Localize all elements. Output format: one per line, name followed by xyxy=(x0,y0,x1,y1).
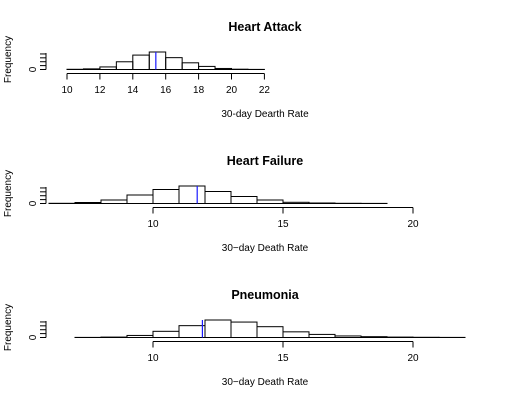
x-tick-label: 18 xyxy=(193,85,205,96)
x-tick-label: 20 xyxy=(407,353,419,364)
histogram-bar xyxy=(198,65,216,71)
histogram-bar xyxy=(126,334,154,339)
x-tick-label: 15 xyxy=(277,219,289,230)
histogram-bar xyxy=(214,67,233,71)
histogram-bar xyxy=(74,202,102,204)
x-axis-label: 30-day Dearth Rate xyxy=(221,109,309,120)
x-axis-label: 30−day Death Rate xyxy=(222,243,309,254)
histogram-bar xyxy=(334,335,362,338)
y-axis-label: Frequency xyxy=(3,304,14,351)
histogram-bar xyxy=(204,319,232,338)
histogram-bar xyxy=(308,202,336,204)
panel-title: Pneumonia xyxy=(231,288,299,302)
histogram-bar xyxy=(165,57,183,70)
histogram-bar xyxy=(181,62,200,71)
x-tick-label: 10 xyxy=(147,219,159,230)
x-tick-label: 20 xyxy=(226,85,238,96)
panel-1: Heart Attack 10 12 14 16 18 20 22 30-day Dearth … xyxy=(3,20,309,120)
histogram-bar xyxy=(282,201,310,205)
x-tick-label: 12 xyxy=(94,85,106,96)
panel-3: Pneumonia 10 15 20 30−day Death Rate 0 Frequen… xyxy=(3,288,466,388)
x-tick-label: 15 xyxy=(277,353,289,364)
y-tick-label: 0 xyxy=(28,200,39,206)
y-tick-label: 0 xyxy=(28,334,39,340)
x-tick-label: 16 xyxy=(160,85,172,96)
histogram-bar xyxy=(126,194,154,204)
histogram-bar xyxy=(308,333,336,339)
histogram-bar xyxy=(230,321,258,338)
histogram-bar xyxy=(282,331,310,338)
panel-title: Heart Failure xyxy=(227,154,303,168)
histogram-bar xyxy=(148,51,167,70)
x-axis-label: 30−day Death Rate xyxy=(222,377,309,388)
histogram-bar xyxy=(152,330,180,339)
x-tick-label: 22 xyxy=(259,85,271,96)
histogram-bar xyxy=(115,61,134,70)
histogram-bar xyxy=(178,185,206,204)
x-tick-label: 20 xyxy=(407,219,419,230)
x-tick-label: 10 xyxy=(61,85,73,96)
histogram-bar xyxy=(204,191,232,204)
histogram-bar xyxy=(132,54,150,70)
y-axis-label: Frequency xyxy=(3,36,14,83)
x-tick-label: 10 xyxy=(147,353,159,364)
histogram-bar xyxy=(82,68,101,70)
panel-2: Heart Failure 10 15 20 30−day Death Rate 0 Fre… xyxy=(3,154,419,254)
y-axis-label: Frequency xyxy=(3,170,14,217)
histogram-bar xyxy=(230,196,258,204)
histogram-bar xyxy=(178,325,206,339)
histogram-bar xyxy=(256,199,284,204)
histogram-bar xyxy=(152,189,180,204)
y-tick-label: 0 xyxy=(28,66,39,72)
x-tick-label: 14 xyxy=(127,85,139,96)
panel-title: Heart Attack xyxy=(228,20,301,34)
histogram-bar xyxy=(360,336,388,338)
histogram-bar xyxy=(99,66,117,71)
histogram-bar xyxy=(100,199,128,204)
histogram-bar xyxy=(256,326,284,339)
